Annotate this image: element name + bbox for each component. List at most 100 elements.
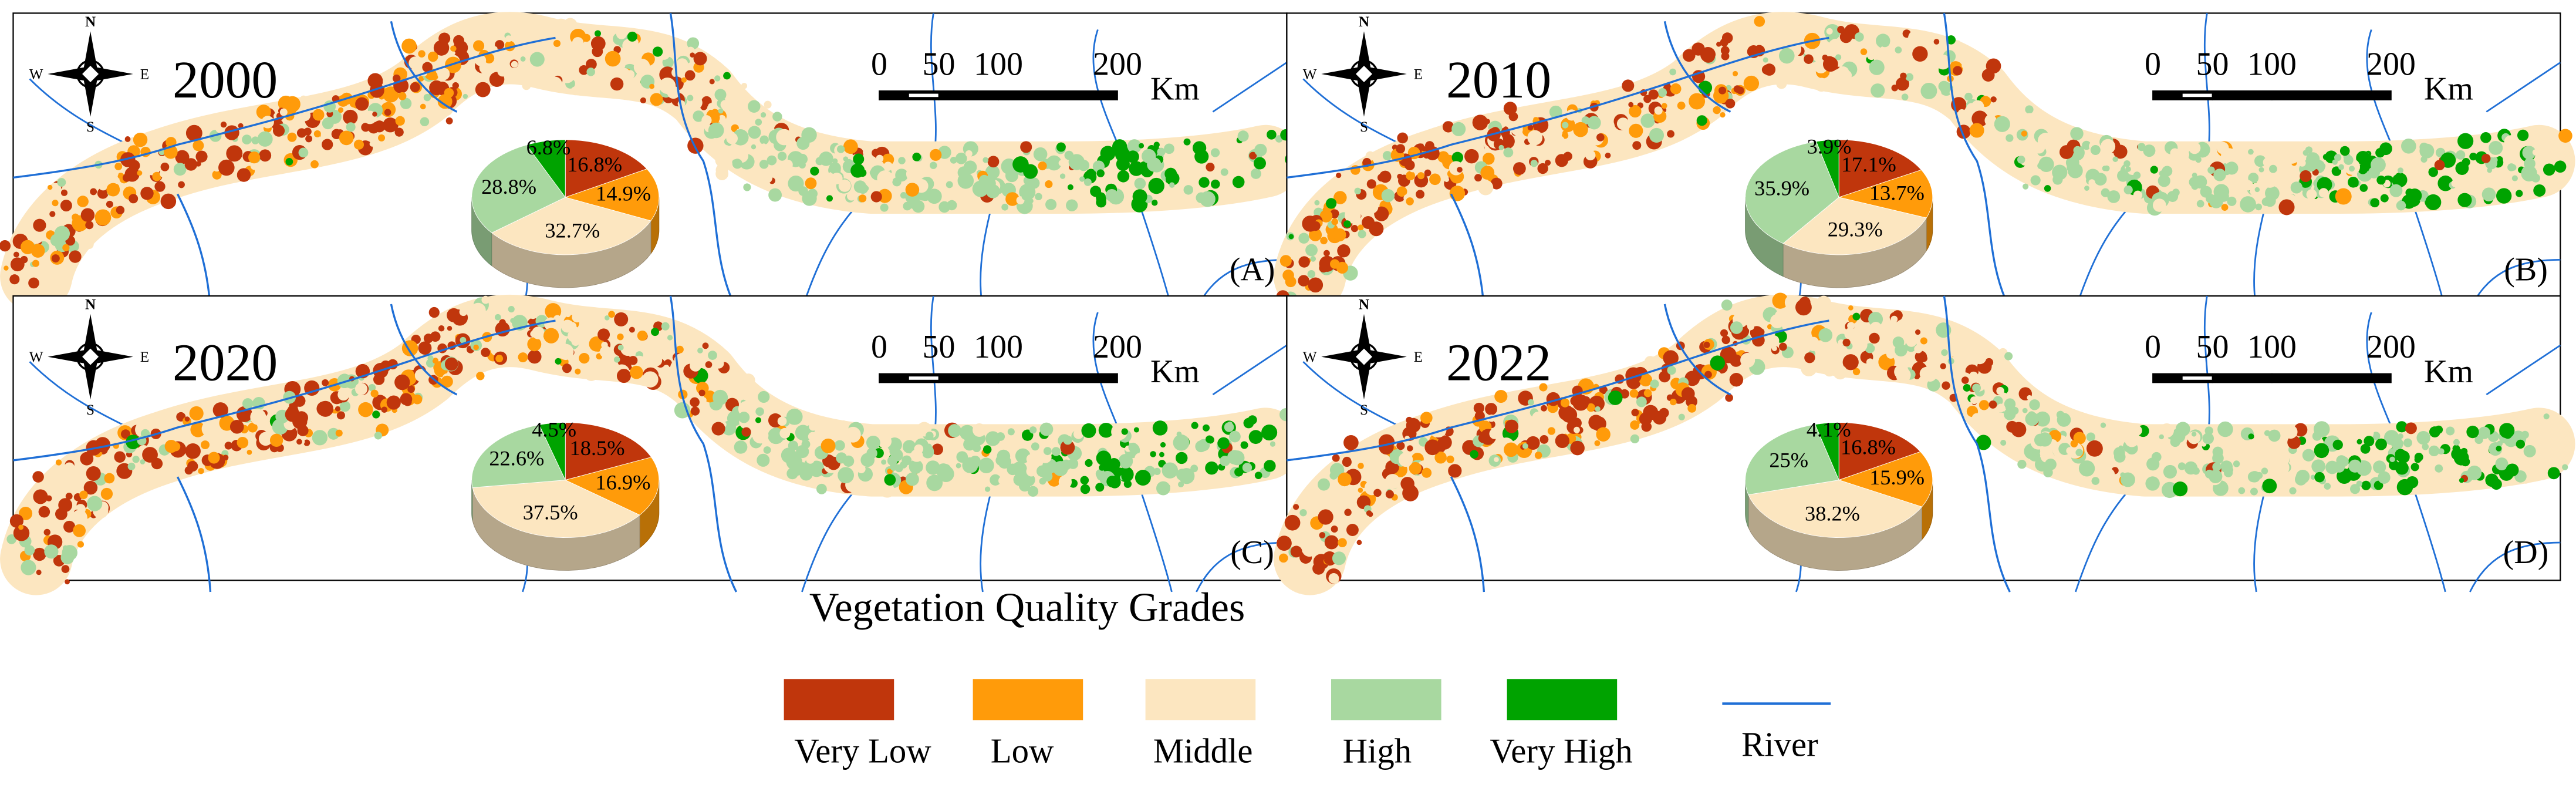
land-patch bbox=[630, 365, 643, 379]
land-patch bbox=[2188, 142, 2201, 154]
land-patch bbox=[121, 429, 131, 439]
land-patch bbox=[663, 365, 670, 371]
land-patch bbox=[2261, 467, 2268, 474]
land-patch bbox=[1942, 381, 1950, 390]
land-patch bbox=[2240, 196, 2256, 213]
land-patch bbox=[353, 139, 364, 150]
land-patch bbox=[1587, 116, 1601, 130]
land-patch bbox=[1319, 255, 1335, 272]
land-patch bbox=[1108, 458, 1120, 471]
land-patch bbox=[543, 42, 552, 51]
land-patch bbox=[779, 427, 791, 439]
land-patch bbox=[1801, 360, 1817, 376]
land-patch bbox=[788, 175, 804, 192]
land-patch bbox=[2300, 201, 2311, 212]
land-patch bbox=[458, 72, 472, 85]
land-patch bbox=[664, 36, 678, 50]
land-patch bbox=[2025, 412, 2039, 426]
land-patch bbox=[337, 107, 344, 113]
land-patch bbox=[1336, 172, 1342, 179]
land-patch bbox=[1035, 193, 1042, 201]
land-patch bbox=[2117, 170, 2129, 182]
land-patch bbox=[79, 490, 88, 499]
land-patch bbox=[2263, 157, 2273, 167]
legend-label: Middle bbox=[1153, 732, 1253, 770]
land-patch bbox=[1630, 434, 1640, 444]
land-patch bbox=[2075, 449, 2083, 456]
land-patch bbox=[2095, 461, 2109, 475]
land-patch bbox=[1358, 230, 1366, 238]
scale-unit: Km bbox=[2424, 353, 2473, 390]
land-patch bbox=[184, 158, 198, 171]
land-patch bbox=[1406, 171, 1416, 181]
land-patch bbox=[1834, 347, 1839, 353]
land-patch bbox=[144, 159, 161, 176]
pie-value-label: 16.8% bbox=[1841, 435, 1896, 459]
land-patch bbox=[64, 462, 75, 473]
land-patch bbox=[2159, 423, 2174, 438]
land-patch bbox=[60, 189, 68, 196]
land-patch bbox=[579, 353, 590, 364]
land-patch bbox=[555, 358, 562, 365]
river bbox=[669, 13, 737, 310]
land-patch bbox=[529, 311, 538, 319]
land-patch bbox=[1522, 443, 1528, 449]
land-patch bbox=[497, 66, 508, 77]
land-patch bbox=[798, 186, 808, 196]
land-patch bbox=[2521, 165, 2537, 182]
land-patch bbox=[2490, 479, 2502, 490]
land-patch bbox=[2227, 440, 2240, 453]
land-patch bbox=[1563, 151, 1572, 161]
land-patch bbox=[1659, 371, 1670, 383]
land-patch bbox=[1996, 403, 2006, 413]
land-patch bbox=[866, 447, 877, 459]
land-patch bbox=[1157, 147, 1166, 156]
land-patch bbox=[1854, 32, 1864, 42]
land-patch bbox=[1064, 150, 1074, 160]
land-patch bbox=[783, 160, 793, 170]
land-patch bbox=[553, 39, 561, 48]
land-patch bbox=[1835, 54, 1842, 60]
land-patch bbox=[2150, 166, 2158, 174]
land-patch bbox=[20, 255, 28, 264]
land-patch bbox=[1345, 207, 1361, 224]
land-patch bbox=[1588, 415, 1604, 430]
land-patch bbox=[2090, 144, 2101, 155]
land-patch bbox=[32, 471, 44, 483]
land-patch bbox=[1264, 460, 1276, 472]
land-patch bbox=[407, 385, 415, 393]
land-patch bbox=[262, 154, 268, 160]
land-patch bbox=[2172, 188, 2180, 197]
land-patch bbox=[759, 160, 769, 169]
river bbox=[1287, 36, 1829, 179]
land-patch bbox=[715, 167, 729, 180]
pie-slice bbox=[1838, 422, 1921, 481]
land-patch bbox=[690, 52, 696, 58]
land-patch bbox=[553, 18, 569, 35]
land-patch bbox=[2405, 422, 2417, 435]
land-patch bbox=[2434, 160, 2445, 171]
land-patch bbox=[312, 109, 325, 121]
land-patch bbox=[590, 36, 606, 51]
land-patch bbox=[1220, 168, 1228, 176]
land-patch bbox=[85, 221, 94, 230]
pie-slice bbox=[539, 422, 566, 480]
land-patch bbox=[1824, 42, 1829, 49]
legend-swatch bbox=[1507, 679, 1618, 720]
land-patch bbox=[2405, 188, 2414, 197]
land-patch bbox=[2396, 200, 2406, 211]
land-patch bbox=[698, 389, 705, 396]
land-patch bbox=[2133, 190, 2143, 200]
compass-north: N bbox=[85, 297, 96, 313]
land-patch bbox=[1105, 188, 1119, 202]
land-patch bbox=[649, 83, 655, 89]
land-patch bbox=[495, 40, 505, 50]
river bbox=[29, 361, 129, 429]
land-patch bbox=[2225, 161, 2239, 175]
land-patch bbox=[199, 116, 211, 127]
land-patch bbox=[322, 379, 329, 386]
land-patch bbox=[1397, 132, 1408, 144]
land-patch bbox=[1896, 369, 1906, 379]
land-patch bbox=[2000, 440, 2007, 446]
land-patch bbox=[1434, 452, 1447, 464]
